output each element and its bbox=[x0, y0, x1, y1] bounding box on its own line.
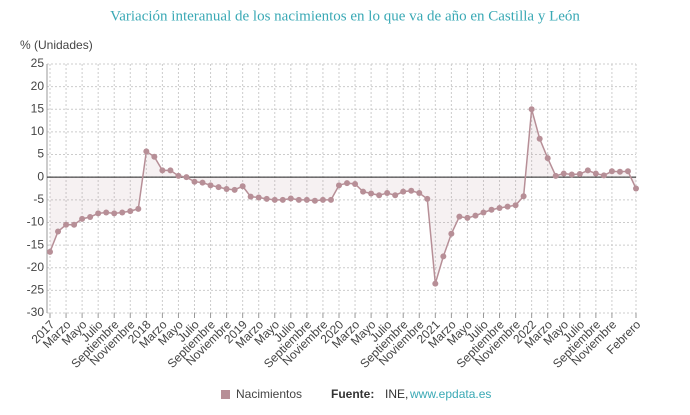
chart-title: Variación interanual de los nacimientos … bbox=[110, 8, 580, 24]
point bbox=[167, 167, 174, 174]
point bbox=[231, 186, 238, 193]
y-tick-label: 10 bbox=[31, 124, 45, 138]
point bbox=[616, 168, 623, 175]
y-tick-label: -15 bbox=[27, 237, 45, 251]
point bbox=[360, 188, 367, 195]
point bbox=[279, 196, 286, 203]
point bbox=[464, 214, 471, 221]
point bbox=[263, 195, 270, 202]
point bbox=[392, 192, 399, 199]
point bbox=[384, 190, 391, 197]
point bbox=[63, 221, 70, 228]
point bbox=[255, 194, 262, 201]
point bbox=[79, 215, 86, 222]
point bbox=[568, 171, 575, 178]
point bbox=[480, 209, 487, 216]
point bbox=[335, 182, 342, 189]
point bbox=[191, 178, 198, 185]
point bbox=[111, 210, 118, 217]
y-tick-label: 15 bbox=[31, 101, 45, 115]
point bbox=[95, 210, 102, 217]
point bbox=[368, 190, 375, 197]
area-fill bbox=[50, 109, 636, 284]
y-tick-label: 20 bbox=[31, 79, 45, 93]
point bbox=[584, 167, 591, 174]
point bbox=[633, 185, 639, 192]
point bbox=[87, 214, 94, 221]
point bbox=[319, 196, 326, 203]
point bbox=[327, 196, 334, 203]
point bbox=[520, 193, 527, 200]
point bbox=[295, 196, 302, 203]
point bbox=[207, 182, 214, 189]
source: INE, bbox=[385, 387, 408, 401]
point bbox=[560, 170, 567, 177]
point bbox=[344, 180, 351, 187]
point bbox=[271, 196, 278, 203]
point bbox=[576, 171, 583, 178]
legend-swatch bbox=[221, 390, 230, 399]
point bbox=[199, 179, 206, 186]
y-tick-label: 5 bbox=[37, 147, 44, 161]
y-tick-label: 0 bbox=[37, 169, 44, 183]
point bbox=[311, 197, 318, 204]
point bbox=[592, 170, 599, 177]
point bbox=[159, 167, 166, 174]
point bbox=[303, 196, 310, 203]
point bbox=[135, 205, 142, 212]
point bbox=[239, 183, 246, 190]
point bbox=[416, 190, 423, 197]
point bbox=[352, 180, 359, 187]
point bbox=[624, 168, 631, 175]
point bbox=[608, 168, 615, 175]
point bbox=[127, 208, 134, 215]
point bbox=[47, 248, 53, 255]
point bbox=[456, 213, 463, 220]
point bbox=[151, 153, 158, 160]
point bbox=[376, 192, 383, 199]
point bbox=[183, 174, 190, 181]
point bbox=[432, 280, 439, 287]
point bbox=[215, 184, 222, 191]
point bbox=[600, 172, 607, 179]
point bbox=[103, 209, 110, 216]
point bbox=[472, 212, 479, 219]
point bbox=[504, 203, 511, 210]
legend-label: Nacimientos bbox=[236, 387, 302, 401]
point bbox=[488, 206, 495, 213]
y-tick-label: -30 bbox=[27, 305, 45, 319]
point bbox=[287, 195, 294, 202]
point bbox=[552, 172, 559, 179]
point bbox=[536, 135, 543, 142]
point bbox=[496, 204, 503, 211]
point bbox=[400, 188, 407, 195]
y-tick-label: -5 bbox=[33, 192, 44, 206]
point bbox=[448, 230, 455, 237]
y-tick-label: -20 bbox=[27, 260, 45, 274]
point bbox=[408, 187, 415, 194]
point bbox=[55, 228, 62, 235]
point bbox=[71, 221, 78, 228]
point bbox=[143, 148, 150, 155]
point bbox=[424, 195, 431, 202]
point bbox=[528, 106, 535, 113]
y-tick-label: -10 bbox=[27, 215, 45, 229]
y-axis-label: % (Unidades) bbox=[20, 38, 93, 52]
y-tick-label: 25 bbox=[31, 56, 45, 70]
source-label: Fuente: bbox=[331, 387, 374, 401]
point bbox=[440, 253, 447, 260]
point bbox=[247, 193, 254, 200]
point bbox=[512, 202, 519, 209]
point bbox=[175, 172, 182, 179]
point bbox=[119, 209, 126, 216]
source-link[interactable]: www.epdata.es bbox=[409, 387, 491, 401]
point bbox=[223, 185, 230, 192]
point bbox=[544, 155, 551, 162]
y-tick-label: -25 bbox=[27, 283, 45, 297]
